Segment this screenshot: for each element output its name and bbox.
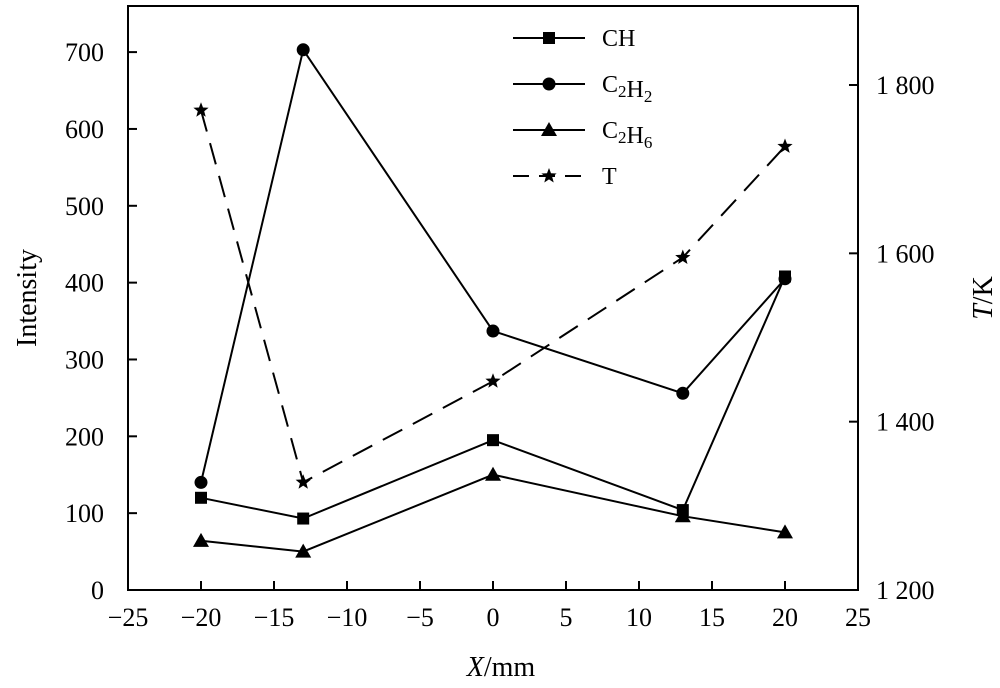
legend-label-c2h2: C2H2: [602, 72, 652, 106]
marker-ch: [195, 491, 207, 504]
marker-c2h2: [778, 272, 792, 286]
marker-t: [193, 102, 209, 117]
x-tick-label: 0: [487, 603, 500, 632]
marker-c2h6: [777, 524, 793, 539]
series-t: [193, 102, 793, 489]
series-ch: [195, 270, 791, 525]
legend-label-c2h6: C2H6: [602, 118, 652, 152]
y-left-tick-label: 300: [65, 345, 104, 374]
y-left-tick-label: 500: [65, 192, 104, 221]
y-left-tick-label: 200: [65, 422, 104, 451]
x-tick-label: 10: [626, 603, 652, 632]
x-tick-label: −20: [181, 603, 222, 632]
x-tick-label: 5: [560, 603, 573, 632]
marker-t: [777, 138, 793, 153]
y-right-tick-label: 1 400: [876, 408, 935, 437]
x-tick-label: 20: [772, 603, 798, 632]
marker-t: [295, 474, 311, 489]
marker-t: [485, 373, 501, 388]
marker-t: [675, 249, 691, 265]
marker-c2h2: [296, 43, 310, 57]
legend: CH C2H2 C2H6 T: [513, 26, 652, 190]
x-tick-label: −15: [254, 603, 295, 632]
y-left-tick-label: 0: [91, 576, 104, 605]
marker-c2h2: [486, 324, 500, 338]
x-axis-title: X/mm: [466, 652, 536, 683]
series-c2h6: [193, 466, 793, 558]
marker-c2h2: [676, 386, 690, 400]
y-left-axis-title: Intensity: [12, 249, 43, 347]
marker-ch: [487, 434, 499, 447]
x-tick-label: −5: [406, 603, 434, 632]
legend-label-t: T: [602, 164, 617, 190]
legend-marker-c2h6: [541, 122, 557, 136]
y-right-tick-label: 1 800: [876, 71, 935, 100]
y-right-axis-title: T/K: [968, 276, 999, 320]
x-tick-label: 15: [699, 603, 725, 632]
y-left-tick-label: 700: [65, 38, 104, 67]
marker-c2h6: [193, 532, 209, 547]
marker-c2h2: [194, 475, 208, 489]
y-left-tick-label: 600: [65, 115, 104, 144]
x-tick-label: −10: [327, 603, 368, 632]
plot-frame: [127, 5, 859, 591]
marker-ch: [297, 512, 310, 525]
marker-c2h6: [485, 466, 501, 481]
marker-c2h6: [674, 508, 691, 523]
legend-marker-t: [541, 168, 557, 183]
x-tick-label: −25: [108, 603, 149, 632]
line-c2h6: [200, 473, 786, 553]
legend-marker-ch: [543, 32, 555, 44]
y-right-tick-label: 1 200: [876, 576, 935, 605]
y-right-tick-label: 1 600: [876, 239, 935, 268]
line-c2h2: [200, 47, 786, 483]
x-tick-label: 25: [845, 603, 871, 632]
legend-label-ch: CH: [602, 26, 635, 52]
y-left-tick-label: 400: [65, 269, 104, 298]
marker-c2h6: [295, 543, 312, 558]
line-t: [200, 110, 786, 484]
series-c2h2: [194, 43, 792, 489]
legend-marker-c2h2: [542, 77, 556, 91]
y-left-tick-label: 100: [65, 499, 104, 528]
line-ch: [200, 276, 786, 520]
